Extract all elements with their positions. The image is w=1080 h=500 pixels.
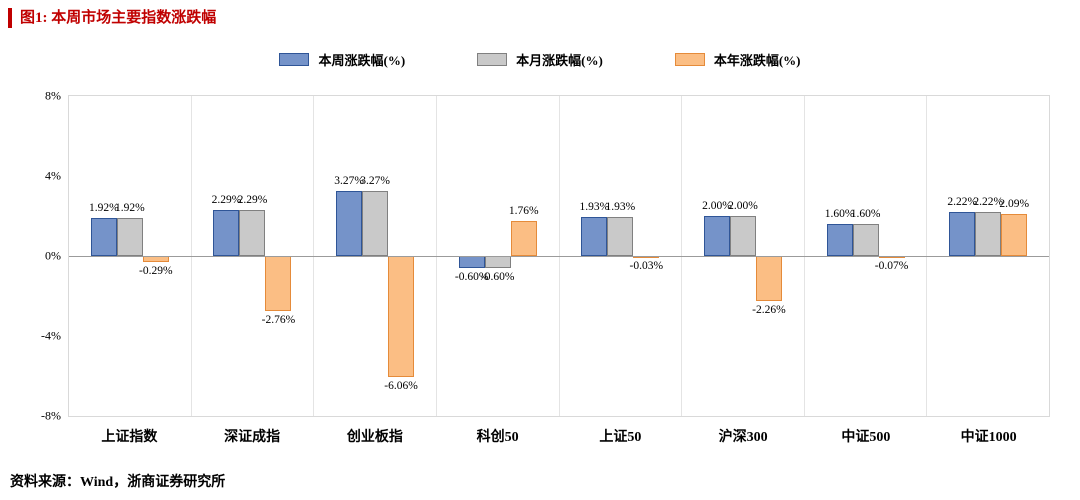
bar-value-label: -2.26% [752,304,786,317]
legend-item: 本周涨跌幅(%) [279,50,405,69]
bar-value-label: -0.60% [454,271,489,283]
bar-value-label: 1.93% [579,201,610,214]
bar-value-label: 1.92% [114,201,145,214]
bar [581,217,608,256]
bar [239,210,266,256]
bar-value-label: 2.22% [973,195,1004,208]
bar [116,217,143,256]
x-axis-category-label: 上证50 [599,430,642,445]
bar [755,256,782,302]
bar-value-label: 1.92% [88,201,119,214]
x-axis-category-label: 科创50 [476,430,519,445]
bar-chart: 8% 4% 0% -4% -8% 1.92% 1.92% -0.29% 2.29% 2.29% -2… [20,89,1050,446]
bar-value-label: 2.29% [237,194,268,207]
bar-value-label: 2.00% [702,200,732,212]
bar-value-label: 2.29% [211,194,242,207]
x-axis-labels: 上证指数 深证成指 创业板指 科创50 上证50 沪深300 中证500 中证1000 [68,417,1050,446]
bar [607,217,634,256]
bar [510,220,537,256]
y-tick-label: 0% [45,248,61,263]
legend-swatch [477,53,508,66]
x-axis-category-label: 创业板指 [346,430,403,445]
bar-value-label: 2.00% [728,200,758,212]
bar [362,190,389,256]
legend-swatch [674,53,705,66]
legend-item: 本月涨跌幅(%) [477,50,603,69]
legend-item: 本年涨跌幅(%) [674,50,801,69]
legend-label: 本周涨跌幅(%) [318,53,406,68]
y-tick-label: -8% [41,408,61,423]
bar-value-label: 1.60% [824,208,855,220]
x-axis-category-label: 中证1000 [960,430,1017,445]
bar-value-label: 3.27% [334,174,364,187]
bar [388,256,415,378]
bar [265,256,292,312]
bar-value-label: 3.27% [360,174,390,187]
bar [90,217,117,256]
bar [975,211,1002,256]
zero-axis-line [69,256,1049,257]
category-group: 1.93% 1.93% -0.03% [558,96,682,416]
legend-label: 本月涨跌幅(%) [516,53,603,68]
category-group: 3.27% 3.27% -6.06% [313,96,436,416]
bar [826,224,853,256]
bar-value-label: -2.76% [261,314,296,327]
x-axis-category-label: 沪深300 [718,430,768,445]
bar [703,216,730,256]
bar [213,210,240,256]
bar-value-label: 2.09% [999,198,1030,211]
bar [852,224,879,256]
bar [729,216,756,256]
x-axis-category-label: 中证500 [841,430,891,445]
legend-label: 本年涨跌幅(%) [713,53,801,68]
figure-title: 图1: 本周市场主要指数涨跌幅 [8,8,216,28]
legend-swatch [279,53,310,66]
bar [336,190,363,256]
x-axis-category-label: 上证指数 [101,430,158,445]
bar [949,211,976,256]
bar-value-label: -6.06% [384,380,418,393]
bar-value-label: 2.22% [947,195,978,208]
bar-value-label: 1.60% [850,208,881,220]
y-tick-label: 8% [45,88,61,103]
category-group: 2.22% 2.22% 2.09% [926,96,1049,416]
bar [1001,214,1028,256]
bar [484,256,511,268]
bar-value-label: -0.60% [480,271,515,283]
bar-value-label: -0.29% [139,264,173,277]
y-tick-label: -4% [41,328,61,343]
category-group: 1.60% 1.60% -0.07% [803,96,927,416]
chart-legend: 本周涨跌幅(%) 本月涨跌幅(%) 本年涨跌幅(%) [0,50,1080,69]
bar [458,256,485,268]
category-group: 2.29% 2.29% -2.76% [190,96,314,416]
plot-area: 8% 4% 0% -4% -8% 1.92% 1.92% -0.29% 2.29% 2.29% -2… [41,89,1050,423]
source-note: 资料来源：Wind，浙商证券研究所 [10,475,226,490]
y-tick-label: 4% [45,168,61,183]
bar-value-label: 1.93% [605,201,636,214]
bar-value-label: -0.03% [629,259,664,272]
x-axis-category-label: 深证成指 [224,430,281,445]
bar-value-label: -0.07% [874,260,909,273]
bar-value-label: 1.76% [508,204,539,217]
